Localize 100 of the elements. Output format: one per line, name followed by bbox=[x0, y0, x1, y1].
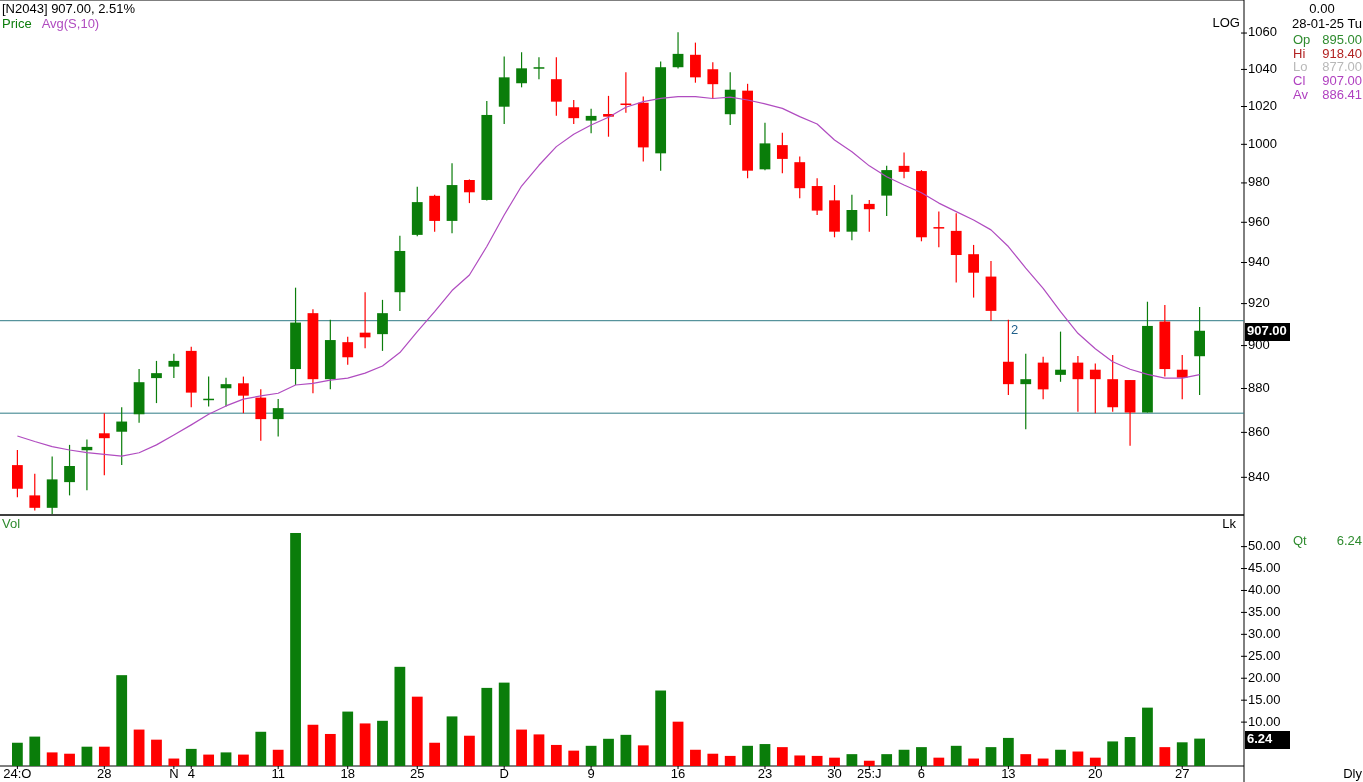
text: Cl bbox=[1293, 73, 1306, 89]
bar bbox=[863, 760, 875, 766]
bar bbox=[1037, 758, 1049, 766]
candlestick bbox=[377, 299, 388, 352]
text: Lo bbox=[1293, 59, 1308, 75]
bar bbox=[498, 682, 510, 766]
y-tick-label: 45.00 bbox=[1248, 559, 1281, 575]
candlestick bbox=[898, 151, 910, 179]
candlestick bbox=[342, 336, 354, 366]
bar bbox=[568, 750, 580, 766]
bar bbox=[968, 758, 979, 766]
y-tick-label: 30.00 bbox=[1248, 625, 1281, 641]
x-tick-label: D bbox=[499, 766, 509, 781]
bar bbox=[238, 754, 249, 766]
text: 0.00 bbox=[1309, 1, 1335, 16]
bar bbox=[185, 748, 197, 766]
y-tick-label: 840 bbox=[1248, 468, 1270, 484]
bar bbox=[29, 736, 41, 766]
x-tick-label: 23 bbox=[757, 766, 773, 781]
bar bbox=[620, 734, 632, 766]
y-tick-label: 860 bbox=[1248, 423, 1270, 439]
text: 6.24 bbox=[1247, 731, 1274, 747]
bar bbox=[759, 744, 771, 766]
text: 886.41 bbox=[1322, 86, 1362, 102]
candlestick bbox=[255, 388, 267, 442]
candlestick bbox=[1055, 331, 1066, 383]
y-tick-label: 980 bbox=[1248, 174, 1270, 190]
bar bbox=[916, 747, 927, 766]
bar bbox=[168, 758, 180, 766]
candlestick bbox=[29, 473, 41, 512]
candlestick bbox=[1020, 353, 1032, 430]
bar bbox=[672, 721, 684, 766]
x-tick-label: 24:O bbox=[3, 766, 32, 781]
candlestick bbox=[12, 449, 23, 498]
x-tick-label: 9 bbox=[587, 766, 595, 781]
text: Price bbox=[2, 16, 32, 31]
y-tick-label: 1000 bbox=[1248, 135, 1277, 151]
bar bbox=[829, 757, 840, 766]
x-tick-label: 30 bbox=[827, 766, 842, 781]
bar bbox=[1055, 749, 1066, 766]
bar bbox=[429, 742, 441, 766]
candlestick bbox=[672, 31, 684, 70]
bar bbox=[151, 739, 162, 766]
bar bbox=[481, 687, 493, 766]
bar bbox=[585, 745, 597, 766]
bar bbox=[724, 755, 736, 766]
candlestick bbox=[568, 99, 580, 125]
bar bbox=[81, 746, 93, 766]
text: 907.00 bbox=[1247, 323, 1287, 339]
bar bbox=[464, 735, 475, 766]
text: Hi bbox=[1293, 45, 1306, 61]
candlestick bbox=[151, 360, 162, 404]
bar bbox=[290, 532, 301, 766]
candlestick bbox=[238, 375, 249, 414]
text: 918.40 bbox=[1322, 45, 1362, 61]
x-tick-label: 20 bbox=[1088, 766, 1103, 781]
bar bbox=[1089, 757, 1101, 766]
bar bbox=[1159, 747, 1171, 766]
text: 877.00 bbox=[1322, 59, 1362, 75]
candlestick bbox=[516, 51, 527, 88]
candlestick bbox=[846, 194, 858, 241]
text: 6.24 bbox=[1336, 533, 1362, 548]
x-tick-label: 18 bbox=[340, 766, 355, 781]
bar bbox=[516, 729, 527, 766]
bar bbox=[603, 738, 614, 766]
bar bbox=[1194, 738, 1205, 766]
candlestick bbox=[585, 108, 597, 134]
bar bbox=[324, 733, 336, 766]
bar bbox=[1124, 737, 1136, 766]
y-tick-label: 20.00 bbox=[1248, 669, 1281, 685]
y-tick-label: 40.00 bbox=[1248, 581, 1281, 597]
bar bbox=[411, 696, 423, 766]
y-tick-label: 1040 bbox=[1248, 60, 1277, 76]
y-tick-label: 1060 bbox=[1248, 24, 1277, 40]
text: Av bbox=[1293, 86, 1309, 102]
y-tick-label: 10.00 bbox=[1248, 713, 1281, 729]
bar bbox=[1107, 741, 1119, 766]
x-tick-label: 27 bbox=[1174, 766, 1190, 781]
x-tick-label: 16 bbox=[670, 766, 686, 781]
text: LOG bbox=[1212, 15, 1240, 30]
bar bbox=[359, 723, 371, 766]
candlestick bbox=[168, 353, 180, 379]
bar bbox=[116, 675, 128, 766]
text: 895.00 bbox=[1322, 32, 1362, 47]
bar bbox=[776, 747, 788, 766]
text: Qt bbox=[1293, 533, 1308, 548]
y-tick-label: 15.00 bbox=[1248, 691, 1281, 707]
bar bbox=[985, 747, 997, 766]
candlestick bbox=[863, 199, 875, 233]
bar bbox=[64, 753, 75, 766]
x-tick-label: 25:J bbox=[856, 766, 882, 781]
candlestick bbox=[98, 412, 110, 476]
bar bbox=[12, 742, 23, 766]
annotation: 2 bbox=[1011, 322, 1019, 337]
bar bbox=[46, 752, 58, 766]
bar bbox=[98, 746, 110, 766]
bar bbox=[898, 749, 910, 766]
candlestick bbox=[968, 244, 979, 299]
text: Avg(S,10) bbox=[41, 16, 100, 31]
bar bbox=[637, 745, 649, 766]
